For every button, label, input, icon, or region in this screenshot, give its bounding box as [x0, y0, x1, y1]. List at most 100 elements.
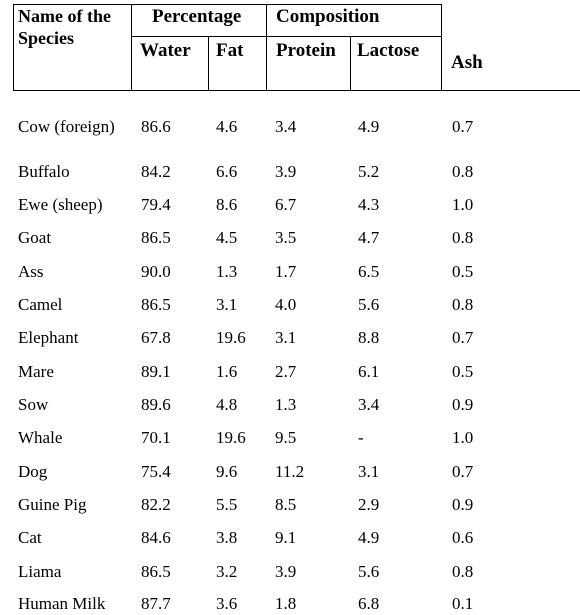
header-percentage: Percentage — [152, 6, 242, 27]
cell-species: Mare — [18, 362, 54, 381]
table-row: Liama 86.5 3.2 3.9 5.6 0.8 — [0, 561, 580, 583]
cell-protein: 3.5 — [275, 228, 297, 247]
cell-water: 70.1 — [141, 428, 171, 447]
cell-lactose: 6.1 — [358, 362, 380, 381]
table-row: Ewe (sheep) 79.4 8.6 6.7 4.3 1.0 — [0, 194, 580, 216]
cell-protein: 3.4 — [275, 117, 297, 136]
header-divider-species — [131, 4, 132, 90]
header-protein: Protein — [276, 40, 336, 61]
cell-species: Sow — [18, 395, 49, 414]
cell-fat: 19.6 — [216, 428, 246, 447]
header-left-border — [13, 4, 14, 90]
cell-lactose: 3.1 — [358, 462, 380, 481]
cell-ash: 0.6 — [452, 528, 474, 547]
header-composition: Composition — [276, 6, 380, 27]
cell-protein: 3.1 — [275, 328, 297, 347]
cell-water: 90.0 — [141, 262, 171, 281]
cell-fat: 8.6 — [216, 195, 238, 214]
cell-species: Ass — [18, 262, 44, 281]
cell-lactose: 5.6 — [358, 562, 380, 581]
cell-species: Camel — [18, 295, 63, 314]
cell-ash: 0.8 — [452, 162, 474, 181]
cell-ash: 0.9 — [452, 495, 474, 514]
cell-lactose: 5.2 — [358, 162, 380, 181]
cell-species: Dog — [18, 462, 48, 481]
cell-ash: 1.0 — [452, 195, 474, 214]
cell-protein: 1.8 — [275, 594, 297, 613]
cell-fat: 4.5 — [216, 228, 238, 247]
cell-fat: 9.6 — [216, 462, 238, 481]
cell-water: 87.7 — [141, 594, 171, 613]
cell-ash: 0.7 — [452, 462, 474, 481]
cell-fat: 19.6 — [216, 328, 246, 347]
cell-lactose: 5.6 — [358, 295, 380, 314]
cell-protein: 9.5 — [275, 428, 297, 447]
cell-protein: 6.7 — [275, 195, 297, 214]
cell-fat: 1.6 — [216, 362, 238, 381]
header-divider-percentage — [266, 4, 267, 90]
cell-protein: 3.9 — [275, 162, 297, 181]
header-divider-protein-lactose — [350, 36, 351, 90]
cell-species: Liama — [18, 562, 62, 581]
cell-species: Buffalo — [18, 162, 70, 181]
table-row: Buffalo 84.2 6.6 3.9 5.2 0.8 — [0, 161, 580, 183]
cell-fat: 1.3 — [216, 262, 238, 281]
cell-fat: 3.8 — [216, 528, 238, 547]
header-ash: Ash — [451, 52, 483, 73]
table-row: Dog 75.4 9.6 11.2 3.1 0.7 — [0, 461, 580, 483]
cell-water: 67.8 — [141, 328, 171, 347]
table-row: Goat 86.5 4.5 3.5 4.7 0.8 — [0, 227, 580, 249]
cell-protein: 1.7 — [275, 262, 297, 281]
cell-ash: 0.1 — [452, 594, 474, 613]
cell-lactose: 4.9 — [358, 528, 380, 547]
header-fat: Fat — [216, 40, 244, 61]
cell-ash: 0.9 — [452, 395, 474, 414]
table-row: Human Milk 87.7 3.6 1.8 6.8 0.1 — [0, 593, 580, 615]
table-row: Camel 86.5 3.1 4.0 5.6 0.8 — [0, 294, 580, 316]
cell-species: Cow (foreign) — [18, 117, 115, 136]
cell-lactose: 6.8 — [358, 594, 380, 613]
cell-species: Elephant — [18, 328, 79, 347]
cell-water: 84.6 — [141, 528, 171, 547]
cell-lactose: 4.3 — [358, 195, 380, 214]
cell-ash: 0.7 — [452, 328, 474, 347]
cell-ash: 0.7 — [452, 117, 474, 136]
cell-species: Goat — [18, 228, 52, 247]
subheader-border — [131, 36, 441, 37]
cell-fat: 5.5 — [216, 495, 238, 514]
cell-lactose: 2.9 — [358, 495, 380, 514]
cell-protein: 1.3 — [275, 395, 297, 414]
header-divider-composition — [441, 4, 442, 90]
cell-lactose: 8.8 — [358, 328, 380, 347]
cell-protein: 4.0 — [275, 295, 297, 314]
cell-fat: 4.8 — [216, 395, 238, 414]
cell-fat: 4.6 — [216, 117, 238, 136]
cell-water: 86.5 — [141, 562, 171, 581]
cell-protein: 9.1 — [275, 528, 297, 547]
header-water: Water — [140, 40, 191, 61]
cell-protein: 2.7 — [275, 362, 297, 381]
cell-water: 82.2 — [141, 495, 171, 514]
cell-ash: 1.0 — [452, 428, 474, 447]
cell-ash: 0.5 — [452, 262, 474, 281]
cell-fat: 3.1 — [216, 295, 238, 314]
cell-lactose: 3.4 — [358, 395, 380, 414]
cell-water: 89.1 — [141, 362, 171, 381]
table-row: Cow (foreign) 86.6 4.6 3.4 4.9 0.7 — [0, 116, 580, 138]
cell-ash: 0.5 — [452, 362, 474, 381]
cell-ash: 0.8 — [452, 562, 474, 581]
cell-water: 86.6 — [141, 117, 171, 136]
table-row: Sow 89.6 4.8 1.3 3.4 0.9 — [0, 394, 580, 416]
table-row: Guine Pig 82.2 5.5 8.5 2.9 0.9 — [0, 494, 580, 516]
cell-fat: 3.2 — [216, 562, 238, 581]
cell-protein: 3.9 — [275, 562, 297, 581]
cell-fat: 6.6 — [216, 162, 238, 181]
cell-species: Human Milk — [18, 594, 106, 613]
cell-ash: 0.8 — [452, 295, 474, 314]
cell-ash: 0.8 — [452, 228, 474, 247]
cell-fat: 3.6 — [216, 594, 238, 613]
cell-water: 89.6 — [141, 395, 171, 414]
header-lactose: Lactose — [357, 40, 420, 61]
cell-species: Whale — [18, 428, 63, 447]
